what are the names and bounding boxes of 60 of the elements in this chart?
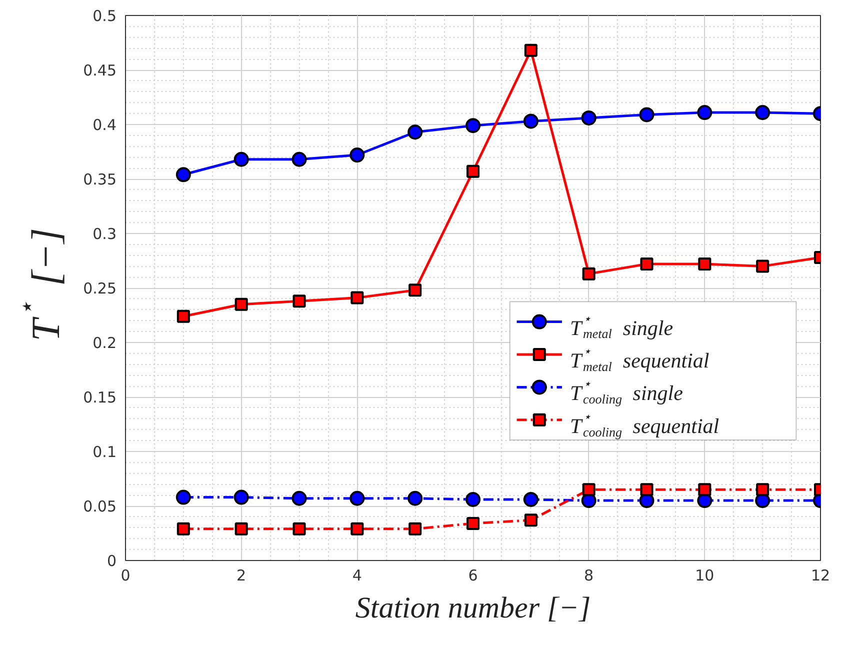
point	[524, 514, 538, 527]
point	[176, 522, 190, 536]
point	[234, 490, 249, 505]
point	[756, 483, 770, 496]
y-tick-label: 0.4	[92, 116, 117, 134]
y-tick-label: 0	[106, 552, 117, 570]
point	[234, 298, 248, 311]
point	[755, 105, 770, 120]
point	[698, 483, 712, 496]
y-tick-label: 0.15	[83, 388, 117, 406]
y-tick-label: 0.35	[83, 170, 117, 188]
point	[582, 483, 596, 496]
point	[176, 490, 191, 505]
y-tick-label: 0.45	[83, 62, 117, 80]
point	[466, 492, 480, 507]
y-tick-label: 0.3	[92, 225, 117, 243]
point	[176, 310, 190, 323]
x-tick-label: 0	[120, 566, 130, 584]
point	[234, 152, 249, 167]
point	[639, 107, 654, 122]
point	[640, 258, 654, 271]
point	[176, 167, 191, 182]
point	[523, 492, 538, 507]
point	[524, 44, 538, 57]
point	[350, 490, 365, 506]
point	[350, 291, 364, 304]
y-axis-title: T⋆ [−]	[14, 228, 68, 342]
point	[292, 522, 306, 536]
x-tick-label: 2	[236, 566, 246, 584]
x-tick-label: 6	[468, 566, 478, 584]
point	[408, 124, 423, 140]
x-axis-title: Station number [−]	[355, 592, 591, 624]
point	[697, 105, 712, 120]
point	[234, 522, 248, 536]
point	[350, 522, 364, 536]
point	[408, 490, 423, 506]
point	[466, 516, 480, 530]
point	[581, 110, 596, 126]
point	[292, 294, 306, 308]
point	[466, 118, 480, 134]
x-tick-label: 8	[584, 566, 594, 584]
point	[698, 258, 712, 271]
point	[466, 164, 480, 178]
point	[523, 114, 538, 129]
y-tick-label: 0.5	[92, 7, 117, 25]
y-tick-label: 0.1	[92, 443, 117, 461]
point	[292, 152, 307, 167]
x-tick-label: 10	[695, 566, 714, 584]
point	[582, 267, 596, 280]
point	[756, 260, 770, 273]
y-tick-label: 0.25	[83, 280, 117, 298]
x-tick-label: 12	[810, 566, 830, 584]
point	[640, 483, 654, 496]
point	[408, 522, 422, 536]
point	[408, 284, 422, 297]
point	[350, 148, 365, 163]
y-tick-label: 0.05	[83, 498, 117, 516]
x-tick-label: 4	[352, 566, 362, 584]
point	[292, 490, 307, 506]
y-tick-label: 0.2	[92, 334, 117, 352]
